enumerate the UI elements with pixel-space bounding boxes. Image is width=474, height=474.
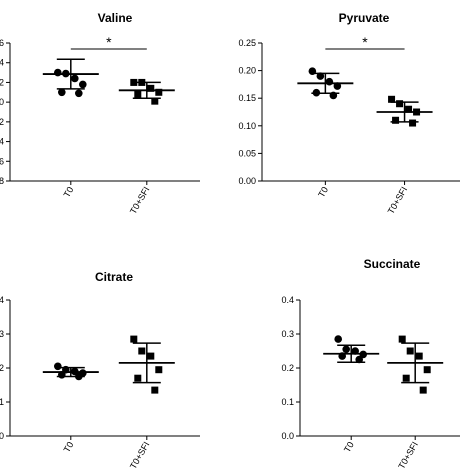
data-point xyxy=(71,74,79,83)
y-tick-label: 0.00 xyxy=(238,176,256,186)
x-tick-label: T0+SFI xyxy=(128,185,152,216)
y-tick-label: 0.4 xyxy=(281,295,294,305)
data-point xyxy=(423,366,431,374)
chart-title: Pyruvate xyxy=(339,11,390,25)
significance-label: * xyxy=(362,34,368,50)
data-point xyxy=(329,91,338,100)
data-point xyxy=(134,90,142,98)
data-point xyxy=(359,350,368,359)
y-tick-label: 4 xyxy=(0,58,4,68)
y-tick-label: 0.3 xyxy=(0,329,4,339)
y-tick-label: -2 xyxy=(0,117,4,127)
x-tick-label: T0+SFI xyxy=(128,440,152,471)
data-point xyxy=(325,77,334,86)
x-tick-label: T0 xyxy=(62,440,76,454)
data-point xyxy=(351,347,360,355)
data-point xyxy=(413,108,421,116)
y-tick-label: 0.2 xyxy=(0,363,4,373)
y-tick-label: 0.15 xyxy=(238,93,256,103)
chart-title: Succinate xyxy=(364,257,421,271)
data-point xyxy=(316,72,325,80)
chart-title: Valine xyxy=(98,11,133,25)
data-point xyxy=(398,335,406,343)
chart-panel-4: Succinate 0.0 0.1 0.2 0.3 0.4 T0 T0+SFI xyxy=(281,257,460,471)
data-point xyxy=(334,335,343,343)
data-point xyxy=(138,78,146,86)
data-point xyxy=(130,335,138,343)
x-tick-label: T0 xyxy=(62,185,76,199)
data-point xyxy=(75,372,83,381)
data-point xyxy=(396,100,404,108)
data-point xyxy=(409,119,417,127)
data-point xyxy=(415,352,423,360)
y-tick-label: 0.2 xyxy=(281,363,294,373)
data-point xyxy=(151,97,159,105)
y-tick-label: 0.05 xyxy=(238,148,256,158)
data-point xyxy=(71,367,79,376)
y-tick-label: 0.4 xyxy=(0,295,4,305)
data-point xyxy=(138,347,146,355)
y-tick-label: 0.1 xyxy=(0,397,4,407)
data-point xyxy=(155,88,163,96)
data-point xyxy=(62,365,70,374)
y-tick-label: 0.1 xyxy=(281,397,294,407)
data-point xyxy=(155,366,163,374)
data-point xyxy=(308,67,317,75)
y-tick-label: 0.0 xyxy=(281,431,294,441)
chart-title: Citrate xyxy=(95,270,133,284)
chart-panel-2: Pyruvate 0.00 0.05 0.10 0.15 0.20 0.25 T0 T0+SFI… xyxy=(238,11,460,216)
data-point xyxy=(134,374,142,382)
x-tick-label: T0+SFI xyxy=(386,185,410,216)
data-point xyxy=(392,116,400,124)
x-tick-label: T0+SFI xyxy=(396,440,420,471)
y-tick-label: -4 xyxy=(0,137,4,147)
x-tick-label: T0 xyxy=(342,440,356,454)
data-point xyxy=(333,82,342,90)
y-tick-label: 0.25 xyxy=(238,38,256,48)
y-tick-label: 0.0 xyxy=(0,431,4,441)
y-tick-label: -6 xyxy=(0,156,4,166)
data-point xyxy=(312,88,321,97)
y-tick-label: 0 xyxy=(0,97,4,107)
data-point xyxy=(79,80,87,89)
data-point xyxy=(147,352,155,360)
y-tick-label: 0.3 xyxy=(281,329,294,339)
chart-panel-3: Citrate 0.0 0.1 0.2 0.3 0.4 T0 T0+SFI xyxy=(0,270,200,471)
data-point xyxy=(419,386,427,394)
data-point xyxy=(405,105,413,113)
data-point xyxy=(62,69,70,78)
y-tick-label: -8 xyxy=(0,176,4,186)
data-point xyxy=(130,78,138,86)
data-point xyxy=(338,352,347,360)
significance-label: * xyxy=(106,34,112,50)
data-point xyxy=(54,362,62,371)
chart-panel-1: Valine -8 -6 -4 -2 0 2 4 6 T0 T0+SFI * xyxy=(0,11,200,216)
data-point xyxy=(388,95,396,103)
data-point xyxy=(151,386,159,394)
data-point xyxy=(147,84,155,92)
data-point xyxy=(75,89,83,98)
x-tick-label: T0 xyxy=(316,185,330,199)
y-tick-label: 0.10 xyxy=(238,121,256,131)
y-tick-label: 0.20 xyxy=(238,66,256,76)
y-tick-label: 2 xyxy=(0,77,4,87)
y-tick-label: 6 xyxy=(0,38,4,48)
data-point xyxy=(406,347,414,355)
data-point xyxy=(342,345,351,354)
data-point xyxy=(402,374,410,382)
data-point xyxy=(54,68,62,77)
data-point xyxy=(58,88,66,97)
data-point xyxy=(355,355,364,364)
data-point xyxy=(58,371,66,379)
